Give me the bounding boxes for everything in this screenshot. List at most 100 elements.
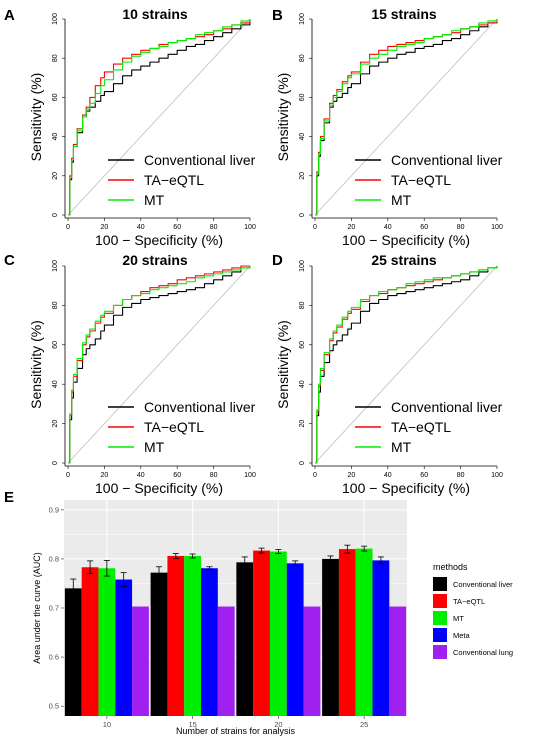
legend-label: MT [144,192,165,208]
diagonal-reference-line [67,18,251,216]
roc-curve-mt [68,266,251,464]
y-axis-label: Sensitivity (%) [275,73,291,162]
error-bar [275,549,282,554]
roc-panel-a: A 10 strains 0 20 40 60 80 100 0 20 40 60 80 100 100 −… [4,6,256,248]
y-tick-label: 60 [52,93,59,101]
legend-label: MT [391,192,412,208]
error-bar [156,566,163,579]
y-tick-label: 20 [52,172,59,180]
bar [286,563,304,716]
x-axis-label: 100 − Specificity (%) [342,480,470,496]
bar [217,606,235,716]
y-axis-label: Sensitivity (%) [28,320,44,409]
y-tick-label: 80 [299,301,306,309]
y-tick-label: 100 [299,260,306,272]
bar [98,568,116,716]
bar [355,548,373,716]
panel-title: 10 strains [122,6,188,22]
x-tick-label: 20 [101,472,109,479]
legend-swatch [433,611,447,625]
y-tick-label: 40 [52,380,59,388]
panel-title: 25 strains [371,252,437,268]
y-tick-label: 40 [299,133,306,141]
y-tick-label: 60 [52,341,59,349]
x-tick-label: 20 [348,224,356,231]
error-bar [377,556,384,565]
roc-panels: A 10 strains 0 20 40 60 80 100 0 20 40 60 80 100 100 −… [4,6,503,496]
legend-label: TA−eQTL [453,597,485,606]
roc-panel-c: C 20 strains 0 20 40 60 80 100 0 20 40 60 80 100 100 −… [4,252,256,496]
y-tick-label: 100 [52,13,59,25]
error-bar [120,572,127,587]
y-axis-label: Sensitivity (%) [28,73,44,162]
bar [132,606,149,716]
x-tick-label: 80 [210,472,218,479]
x-tick-label: 80 [457,224,465,231]
x-tick-label: 25 [360,720,368,729]
legend-label: MT [144,439,165,455]
y-tick-label: 0.6 [49,653,59,662]
panel-label: D [272,252,283,269]
bar [236,562,254,716]
legend-label: TA−eQTL [144,419,204,435]
error-bar [172,553,179,559]
panel-title: 15 strains [371,6,437,22]
diagonal-reference-line [314,265,498,464]
roc-curve-mt [68,19,251,216]
bar [150,572,168,716]
panel-label: B [272,7,283,24]
error-bar [344,544,351,554]
x-tick-label: 10 [103,720,111,729]
x-tick-label: 0 [313,224,317,231]
error-bar [70,578,77,599]
x-tick-label: 60 [420,472,428,479]
diagonal-reference-line [314,18,498,216]
legend-label: TA−eQTL [391,172,451,188]
legend-label: MT [391,439,412,455]
y-axis-label: Area under the curve (AUC) [32,552,42,664]
error-bar [103,559,110,577]
legend-label: Conventional liver [144,399,256,415]
error-bar [327,555,334,563]
panel-label: C [4,252,15,269]
y-tick-label: 80 [299,54,306,62]
x-tick-label: 40 [137,224,145,231]
x-tick-label: 20 [274,720,282,729]
x-tick-label: 100 [244,472,256,479]
bar [269,551,287,716]
roc-curve-ta-eqtl [68,19,251,216]
x-tick-label: 0 [66,472,70,479]
error-bar [189,553,196,559]
legend-swatch [433,645,447,659]
roc-curve-ta-eqtl [315,19,498,216]
y-tick-label: 80 [52,301,59,309]
legend-label: MT [453,614,464,623]
legend-swatch [433,628,447,642]
roc-curve-conventional-liver [68,266,251,464]
y-tick-label: 0.5 [49,702,59,711]
y-tick-label: 60 [299,341,306,349]
error-bar [206,566,213,571]
legend-label: TA−eQTL [144,172,204,188]
y-tick-label: 0 [299,461,306,465]
bar [303,606,321,716]
roc-curve-conventional-liver [315,266,498,464]
x-tick-label: 0 [66,224,70,231]
y-tick-label: 20 [299,420,306,428]
legend-label: TA−eQTL [391,419,451,435]
legend-title: methods [433,562,468,572]
x-tick-label: 100 [491,472,503,479]
bar [64,588,82,716]
x-tick-label: 60 [420,224,428,231]
auc-bar-chart: E 0.5 0.6 0.7 0.8 0.9 10 15 20 25 Number of strain… [4,489,513,736]
roc-panel-b: B 15 strains 0 20 40 60 80 100 0 20 40 60 80 100 100 −… [272,6,503,248]
error-bar [241,556,248,569]
panel-label: E [4,489,14,506]
y-tick-label: 0.9 [49,505,59,514]
y-tick-label: 20 [52,420,59,428]
bar [322,558,339,716]
y-tick-label: 20 [299,172,306,180]
x-axis-label: 100 − Specificity (%) [95,480,223,496]
bar [115,579,133,716]
y-tick-label: 0 [52,213,59,217]
